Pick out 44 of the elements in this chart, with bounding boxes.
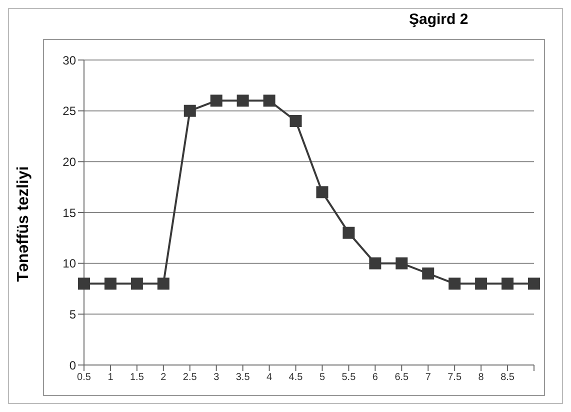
x-tick-label: 2.5 (182, 372, 198, 384)
x-tick-label: 2 (160, 372, 167, 384)
x-tick-label: 3.5 (236, 372, 250, 384)
chart-title: Şagird 2 (409, 11, 468, 28)
x-tick-label: 6.5 (394, 372, 410, 384)
x-tick-label: 7.5 (448, 372, 462, 384)
point (104, 278, 116, 290)
x-tick-label: 5 (319, 372, 326, 384)
y-tick-label: 15 (62, 206, 76, 220)
x-tick-label: 1.5 (130, 372, 144, 384)
x-tick-label: 5.5 (342, 372, 356, 384)
point (342, 226, 355, 239)
x-tick-label: 7 (425, 372, 432, 384)
y-tick-label: 5 (69, 307, 76, 322)
point (422, 268, 434, 280)
x-tick-label: 6 (372, 372, 378, 384)
y-tick-label: 10 (62, 256, 76, 271)
point (475, 278, 488, 290)
point (157, 278, 170, 290)
point (130, 278, 143, 290)
x-tick-label: 4.5 (288, 372, 304, 384)
point (528, 278, 540, 290)
point (316, 186, 328, 198)
point (448, 278, 461, 290)
x-tick-label: 0.5 (77, 372, 92, 384)
x-tick-label: 4 (266, 372, 273, 384)
point (210, 94, 222, 107)
point (184, 104, 196, 117)
y-axis-title: Tənəffüs tezliyi (15, 166, 33, 282)
point (502, 278, 514, 290)
x-tick-label: 8 (478, 372, 484, 384)
y-tick-label: 25 (62, 104, 76, 118)
y-tick-label: 20 (62, 154, 76, 169)
point (396, 257, 408, 270)
x-tick-label: 1 (108, 372, 114, 384)
point (369, 257, 382, 270)
point (236, 94, 249, 107)
point (78, 278, 90, 290)
point (290, 115, 302, 127)
y-tick-label: 30 (62, 53, 76, 68)
point (263, 94, 276, 107)
y-tick-label: 0 (69, 358, 76, 372)
x-tick-label: 3 (214, 372, 220, 384)
x-tick-label: 8.5 (500, 372, 515, 384)
